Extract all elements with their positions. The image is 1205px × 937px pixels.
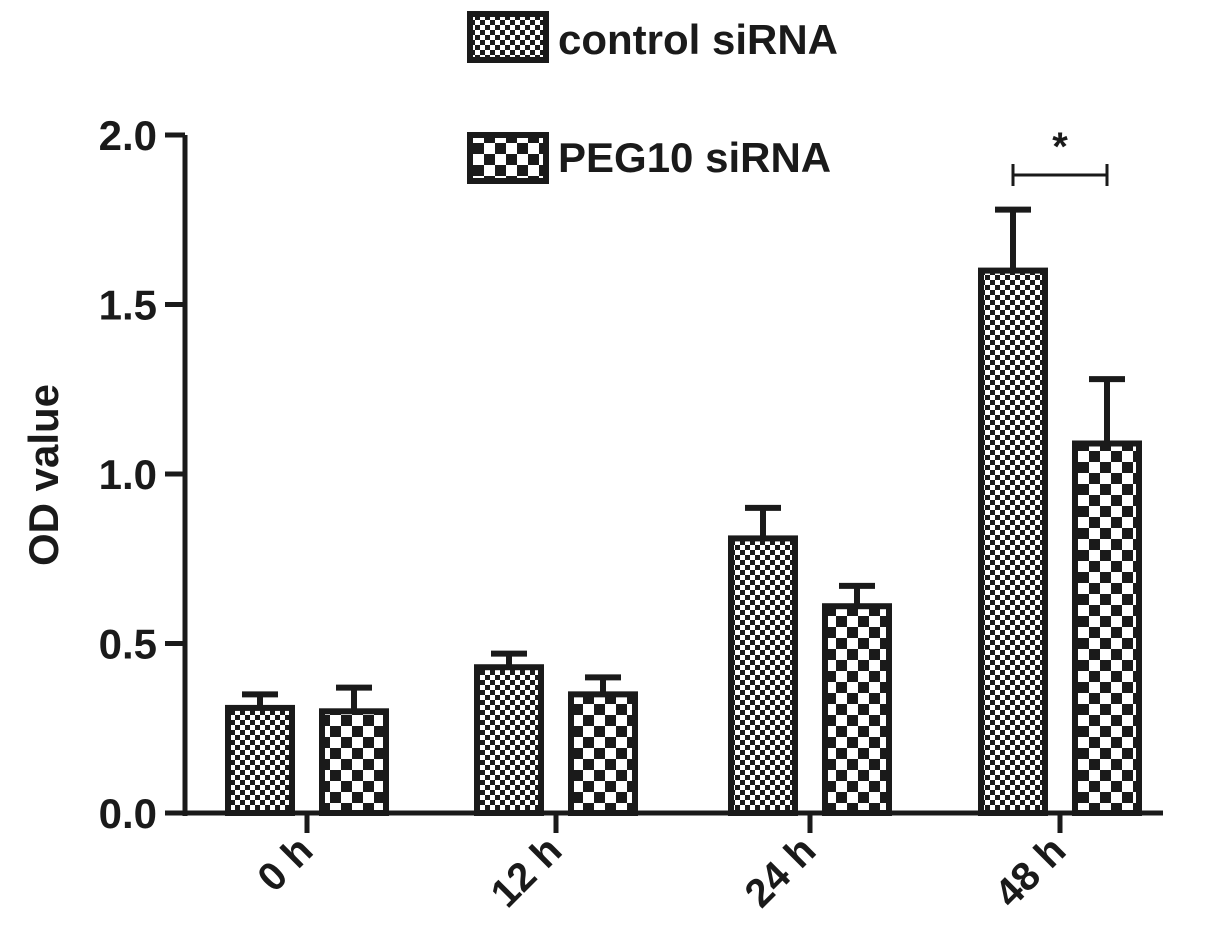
legend-label-peg10-sirna: PEG10 siRNA xyxy=(558,134,831,181)
y-tick-label-2: 1.0 xyxy=(99,451,157,498)
bar-control-2 xyxy=(728,535,798,816)
legend-swatch-control-sirna xyxy=(467,11,549,63)
legend-swatch-peg10-sirna xyxy=(467,132,549,184)
bar-peg10-0 xyxy=(319,708,389,816)
bar-control-3 xyxy=(978,267,1048,817)
legend-label-control-sirna: control siRNA xyxy=(558,16,838,63)
bar-control-1 xyxy=(474,664,544,816)
significance-label: * xyxy=(1052,125,1068,169)
legend: control siRNA PEG10 siRNA xyxy=(467,11,838,184)
bars-layer xyxy=(225,267,1142,817)
y-axis-title: OD value xyxy=(20,384,67,566)
y-tick-label-0: 0.0 xyxy=(99,790,157,837)
bar-peg10-3 xyxy=(1072,440,1142,816)
error-bars-layer xyxy=(242,206,1125,712)
bar-peg10-1 xyxy=(568,691,638,816)
x-tick-label-3: 48 h xyxy=(987,828,1075,916)
x-tick-label-0: 0 h xyxy=(249,828,321,900)
bar-control-0 xyxy=(225,704,295,816)
significance-layer: * xyxy=(1011,125,1109,186)
x-tick-label-1: 12 h xyxy=(483,828,571,916)
y-tick-label-4: 2.0 xyxy=(99,112,157,159)
axes-layer: 0.0 0.5 1.0 1.5 2.0 0 h 12 h 24 h 48 h xyxy=(99,112,1163,916)
x-tick-label-2: 24 h xyxy=(737,828,825,916)
y-tick-label-1: 0.5 xyxy=(99,621,157,668)
y-tick-label-3: 1.5 xyxy=(99,282,157,329)
bar-peg10-2 xyxy=(822,603,892,817)
